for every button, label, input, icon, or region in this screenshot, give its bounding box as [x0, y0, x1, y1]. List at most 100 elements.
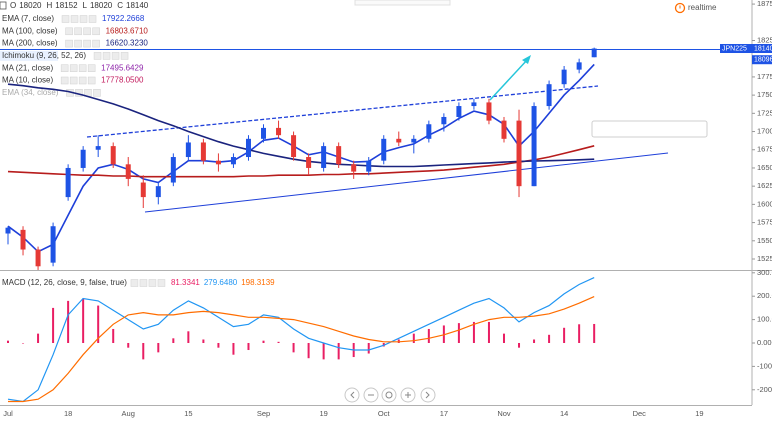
histogram-bar	[307, 342, 310, 359]
legend-button[interactable]	[61, 15, 70, 23]
candle-body	[185, 142, 191, 158]
y-tick-label: 17000	[757, 127, 772, 136]
legend-button[interactable]	[70, 15, 79, 23]
legend-button[interactable]	[111, 52, 120, 60]
candle-body	[125, 164, 131, 179]
histogram-bar	[548, 334, 551, 343]
legend-button[interactable]	[93, 52, 102, 60]
histogram-bar	[67, 300, 70, 343]
legend-value: 17922.2668	[102, 14, 145, 23]
histogram-bar	[97, 305, 100, 343]
legend-button[interactable]	[120, 52, 129, 60]
x-tick-label: 19	[319, 409, 327, 418]
histogram-bar	[82, 298, 85, 343]
candle-body	[396, 138, 402, 143]
legend-button[interactable]	[69, 76, 78, 85]
candle-body	[381, 138, 387, 161]
reset-button[interactable]	[381, 387, 397, 403]
legend-button[interactable]	[65, 27, 73, 36]
legend-button[interactable]	[157, 279, 166, 287]
price-label-name: JPN225	[722, 45, 747, 52]
histogram-bar	[262, 340, 265, 343]
legend-button[interactable]	[139, 279, 148, 287]
text-box[interactable]	[591, 120, 708, 138]
y-tick-label: 15500	[757, 236, 772, 245]
legend-button[interactable]	[60, 64, 69, 72]
indicator-line	[7, 277, 595, 403]
candle-body	[516, 120, 522, 187]
legend-button[interactable]	[74, 39, 82, 48]
legend-button[interactable]	[102, 52, 111, 60]
x-tick-label: 19	[695, 409, 703, 418]
histogram-bar	[322, 342, 325, 360]
macd-legend-value: 198.3139	[241, 278, 275, 287]
legend-value: 17778.0500	[101, 76, 144, 85]
candle-body	[456, 106, 462, 117]
histogram-bar	[412, 333, 415, 343]
histogram-bar	[187, 331, 190, 343]
price-label-value: 18096	[754, 57, 772, 64]
y-tick-label: 18750	[757, 0, 772, 8]
legend-button[interactable]	[69, 64, 78, 72]
legend-button[interactable]	[148, 279, 157, 287]
histogram-bar	[232, 342, 235, 355]
legend-button[interactable]	[130, 279, 139, 287]
menu-icon[interactable]	[0, 1, 7, 10]
histogram-bar	[127, 342, 130, 348]
candle-body	[276, 127, 282, 136]
legend-button[interactable]	[87, 76, 96, 85]
legend-button[interactable]	[60, 76, 69, 85]
legend-button[interactable]	[83, 39, 91, 48]
realtime-icon	[674, 2, 686, 14]
y-tick-label: 0.0000	[757, 338, 772, 347]
y-tick-label: 17750	[757, 72, 772, 81]
legend-name: Ichimoku (9, 26, 52, 26)	[2, 51, 86, 60]
legend-button[interactable]	[93, 89, 101, 97]
histogram-bar	[7, 340, 9, 343]
candle-body	[591, 48, 597, 58]
histogram-bar	[472, 321, 475, 343]
price-label-box	[752, 55, 772, 65]
candle-body	[200, 142, 206, 161]
legend-value: 16620.3230	[106, 39, 149, 48]
legend-name: MA (21, close)	[2, 63, 53, 72]
legend-button[interactable]	[65, 39, 73, 48]
macd-legend-value: 81.3341	[171, 278, 200, 287]
legend-button[interactable]	[92, 39, 100, 48]
candle-body	[20, 229, 26, 250]
legend-button[interactable]	[74, 27, 82, 36]
legend-button[interactable]	[79, 15, 88, 23]
x-tick-label: Jul	[3, 409, 13, 418]
legend-name: MA (100, close)	[2, 26, 58, 35]
ohlc-value: 18140	[126, 1, 149, 10]
scroll-left-button[interactable]	[344, 387, 360, 403]
candle-body	[110, 146, 116, 165]
legend-button[interactable]	[87, 64, 96, 72]
x-tick-label: Aug	[122, 409, 135, 418]
histogram-bar	[172, 338, 175, 343]
ohlc-value: 18152	[55, 1, 78, 10]
candle-body	[65, 167, 71, 198]
legend-button[interactable]	[78, 76, 87, 85]
legend-button[interactable]	[88, 15, 97, 23]
arrow-line	[489, 58, 529, 101]
histogram-bar	[142, 342, 145, 360]
search-box[interactable]	[354, 0, 451, 6]
x-tick-label: 17	[440, 409, 448, 418]
histogram-bar	[52, 307, 55, 343]
candle-body	[546, 84, 552, 107]
scroll-right-button[interactable]	[420, 387, 436, 403]
candle-body	[531, 106, 537, 187]
legend-value: 16803.6710	[106, 26, 149, 35]
candle-body	[170, 157, 176, 183]
y-tick-label: 15250	[757, 254, 772, 263]
candle-body	[366, 160, 372, 172]
legend-button[interactable]	[78, 64, 87, 72]
legend-button[interactable]	[92, 27, 100, 36]
histogram-bar	[533, 339, 536, 343]
legend-name: EMA (34, close)	[2, 88, 59, 97]
candle-body	[95, 146, 101, 150]
legend-button[interactable]	[83, 27, 91, 36]
